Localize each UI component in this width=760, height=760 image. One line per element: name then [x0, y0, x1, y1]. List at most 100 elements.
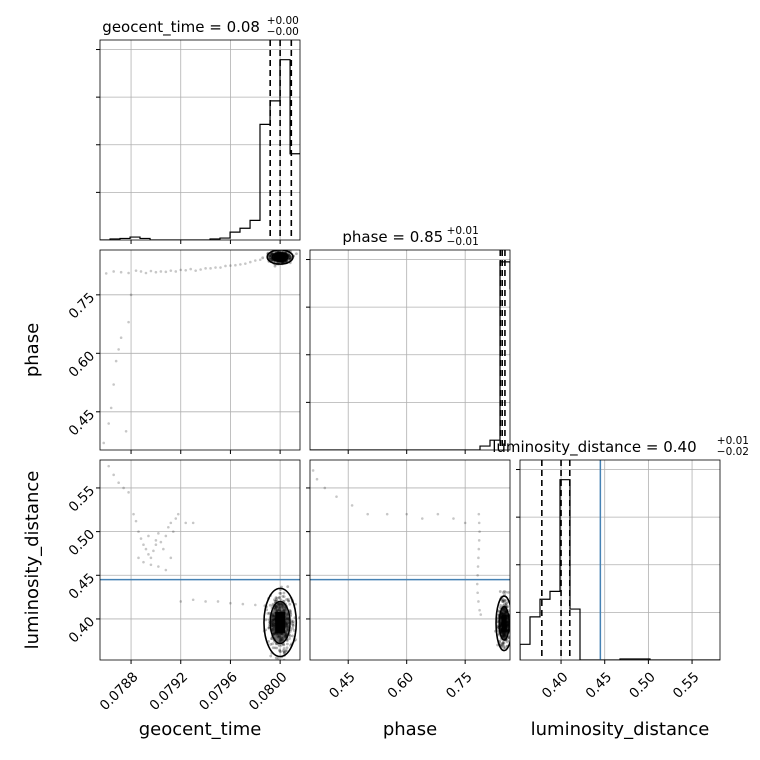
sample-point [184, 268, 188, 272]
density-point [501, 600, 505, 603]
sample-point [241, 602, 245, 606]
contour-outer [263, 587, 298, 658]
density-point [288, 609, 292, 613]
sample-point [169, 556, 173, 560]
sample-point [102, 441, 106, 445]
y-tick-label-luminosity_distance: 0.55 [66, 483, 99, 516]
x-tick-label-phase: 0.75 [443, 669, 476, 702]
sample-point [154, 270, 158, 274]
density-point [510, 625, 513, 628]
density-point [261, 256, 265, 260]
density-point [505, 602, 508, 606]
density-point [271, 602, 275, 606]
density-point [269, 642, 273, 646]
panel-title-luminosity_distance: luminosity_distance = 0.40 [492, 438, 696, 457]
sample-point [477, 521, 481, 525]
sample-point [154, 539, 158, 542]
y-axis-label-phase: phase [22, 323, 43, 377]
density-point [286, 597, 290, 601]
density-point [270, 637, 273, 641]
panel-content [310, 469, 514, 652]
sample-point [169, 521, 173, 525]
density-point [288, 254, 292, 258]
sample-point [189, 267, 192, 271]
sample-point [149, 563, 153, 567]
sample-point [452, 517, 455, 520]
density-point [504, 603, 508, 607]
density-point [281, 649, 285, 653]
density-point [287, 599, 290, 602]
sample-point [253, 259, 257, 262]
density-point [279, 650, 282, 653]
density-core [275, 611, 286, 633]
density-point [501, 597, 505, 601]
sample-point [477, 556, 480, 560]
density-point [275, 646, 279, 650]
sample-point [385, 512, 389, 516]
density-point [278, 595, 281, 599]
density-point [504, 598, 507, 602]
density-point [268, 254, 272, 258]
density-point [278, 649, 282, 653]
density-point [268, 255, 271, 259]
sample-point [142, 560, 145, 564]
density-point [499, 603, 503, 607]
density-point [288, 254, 292, 258]
panel-luminosity_distance [516, 459, 721, 664]
density-point [506, 590, 510, 594]
sample-point [350, 504, 354, 507]
sample-point [134, 519, 138, 523]
density-point [274, 596, 278, 599]
sample-point [164, 534, 168, 538]
x-tick-label-luminosity_distance: 0.40 [539, 669, 572, 702]
density-point [278, 591, 282, 595]
panel-title-plus: +0.01 [447, 225, 479, 237]
density-point [273, 646, 277, 650]
density-point [288, 256, 292, 260]
sample-point [112, 270, 115, 273]
sample-point [142, 543, 145, 547]
density-point [501, 599, 505, 603]
density-point [267, 254, 271, 258]
density-point [286, 642, 289, 646]
density-point [503, 598, 506, 602]
density-point [274, 656, 278, 660]
density-point [284, 649, 287, 653]
density-point [281, 594, 285, 598]
density-point [504, 590, 508, 594]
density-point [282, 651, 286, 655]
sample-point [174, 270, 178, 273]
density-point [287, 599, 291, 603]
sample-point [112, 473, 115, 477]
density-point [269, 256, 273, 260]
x-tick-label-geocent_time: 0.0788 [97, 669, 142, 714]
density-point [511, 621, 514, 624]
density-point [279, 643, 283, 647]
histogram-geocent_time [100, 59, 300, 240]
sample-point [159, 270, 163, 273]
sample-point [149, 556, 153, 560]
density-point [286, 252, 290, 255]
density-point [267, 640, 270, 643]
sample-point [171, 530, 175, 533]
density-point [502, 590, 506, 593]
density-point [277, 644, 281, 647]
density-point [292, 620, 295, 623]
y-tick-label-phase: 0.60 [66, 348, 99, 381]
sample-point [191, 521, 195, 525]
sample-point [184, 521, 188, 525]
panel-title-minus: −0.02 [717, 446, 749, 458]
sample-point [127, 320, 130, 324]
sample-point [144, 547, 148, 551]
sample-point [204, 267, 207, 270]
panel-content [520, 460, 720, 660]
sample-point [176, 512, 180, 516]
sample-point [122, 486, 125, 490]
density-point [509, 596, 510, 600]
density-point [275, 596, 279, 600]
density-point [271, 646, 275, 650]
sample-point [475, 582, 479, 586]
x-tick-label-luminosity_distance: 0.45 [583, 669, 616, 702]
density-point [505, 640, 509, 644]
density-point [290, 620, 294, 624]
